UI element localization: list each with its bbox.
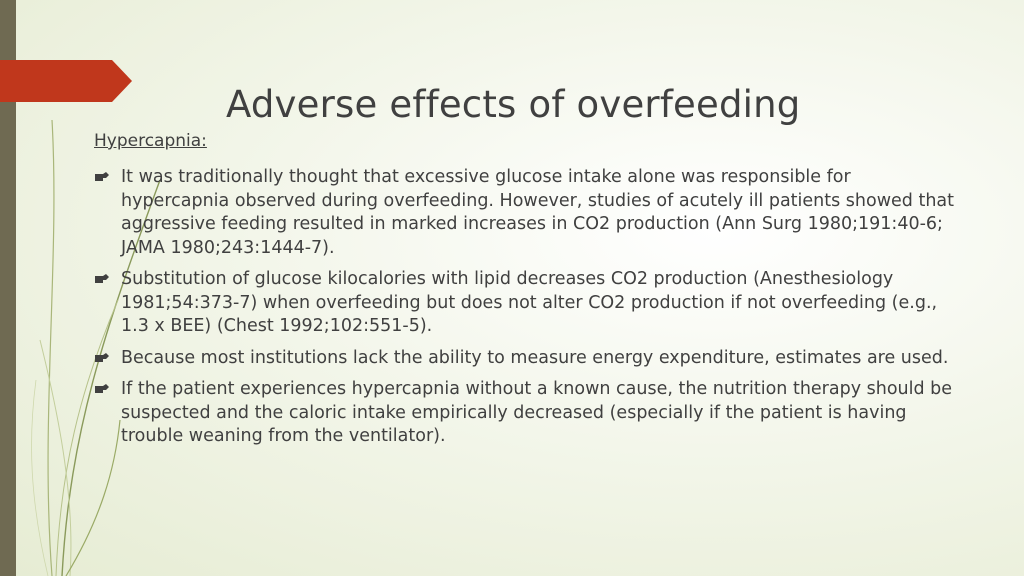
pointing-hand-icon — [95, 274, 109, 283]
slide-body: Hypercapnia: It was traditionally though… — [94, 128, 954, 457]
bullet-item: Substitution of glucose kilocalories wit… — [94, 268, 954, 339]
title-accent-arrow — [0, 60, 132, 102]
bullet-list: It was traditionally thought that excess… — [94, 166, 954, 449]
bullet-text: If the patient experiences hypercapnia w… — [121, 379, 953, 446]
bullet-text: It was traditionally thought that excess… — [121, 167, 955, 258]
bullet-item: If the patient experiences hypercapnia w… — [94, 378, 954, 449]
section-heading: Hypercapnia: — [94, 131, 207, 151]
pointing-hand-icon — [95, 352, 109, 362]
decorative-grass-lines — [31, 119, 161, 576]
bullet-item: Because most institutions lack the abili… — [94, 347, 954, 371]
pointing-hand-icon — [95, 172, 109, 181]
pointing-hand-icon — [95, 384, 109, 393]
slide-title: Adverse effects of overfeeding — [226, 82, 801, 126]
bullet-text: Because most institutions lack the abili… — [121, 347, 949, 368]
left-accent-bar — [0, 0, 16, 576]
bullet-text: Substitution of glucose kilocalories wit… — [121, 269, 938, 336]
bullet-item: It was traditionally thought that excess… — [94, 166, 954, 260]
